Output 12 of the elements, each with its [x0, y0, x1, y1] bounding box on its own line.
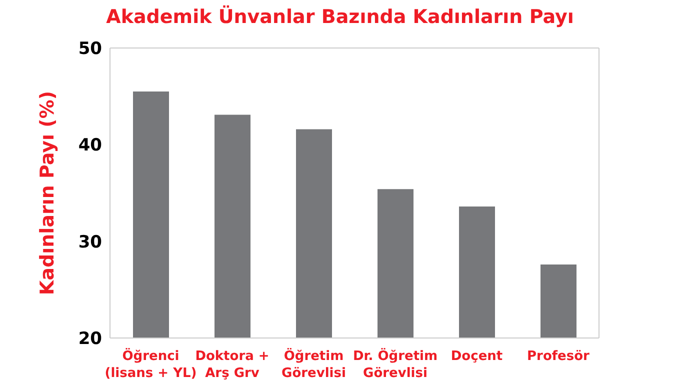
y-tick-label: 40	[78, 136, 102, 156]
chart-title: Akademik Ünvanlar Bazında Kadınların Payı	[105, 6, 575, 28]
x-tick-label: Öğretim Görevlisi	[282, 347, 346, 381]
y-tick-label: 20	[78, 329, 102, 350]
x-tick-label: Öğrenci (lisans + YL)	[104, 347, 197, 381]
y-tick-label: 30	[78, 232, 102, 252]
x-tick-label: Doçent	[450, 349, 503, 364]
x-tick-label: Profesör	[527, 349, 590, 364]
x-tick-label: Dr. Öğretim Görevlisi	[352, 347, 438, 381]
y-tick-label: 50	[78, 39, 102, 60]
y-axis-title: Kadınların Payı (%)	[36, 90, 59, 296]
x-tick-label: Doktora + Arş Grv	[195, 349, 270, 381]
